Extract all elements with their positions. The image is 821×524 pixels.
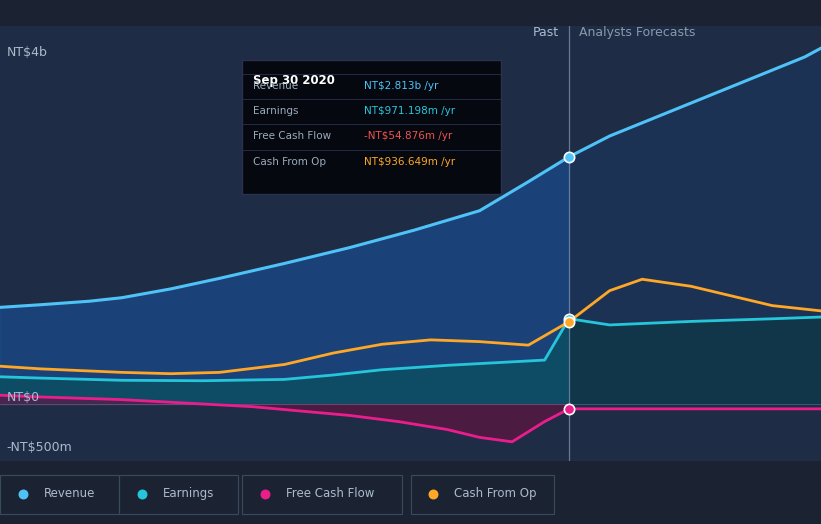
Text: Past: Past [533, 26, 559, 39]
Text: Cash From Op: Cash From Op [454, 487, 536, 500]
Text: NT$936.649m /yr: NT$936.649m /yr [364, 157, 455, 167]
Point [259, 489, 272, 498]
Text: -NT$500m: -NT$500m [7, 441, 72, 454]
Text: NT$971.198m /yr: NT$971.198m /yr [364, 106, 455, 116]
Text: Revenue: Revenue [253, 81, 298, 91]
Point [562, 405, 576, 413]
Text: Free Cash Flow: Free Cash Flow [286, 487, 374, 500]
Point [135, 489, 149, 498]
Text: Cash From Op: Cash From Op [253, 157, 326, 167]
Text: NT$0: NT$0 [7, 390, 39, 403]
Text: Earnings: Earnings [253, 106, 298, 116]
Text: Earnings: Earnings [163, 487, 214, 500]
Point [562, 314, 576, 323]
Point [562, 152, 576, 161]
Point [16, 489, 30, 498]
Text: -NT$54.876m /yr: -NT$54.876m /yr [364, 132, 452, 141]
Point [562, 318, 576, 326]
Text: Sep 30 2020: Sep 30 2020 [253, 73, 334, 86]
Text: Revenue: Revenue [44, 487, 95, 500]
Text: NT$4b: NT$4b [7, 46, 48, 59]
Text: Free Cash Flow: Free Cash Flow [253, 132, 331, 141]
Text: Analysts Forecasts: Analysts Forecasts [579, 26, 695, 39]
Text: NT$2.813b /yr: NT$2.813b /yr [364, 81, 438, 91]
Point [427, 489, 440, 498]
